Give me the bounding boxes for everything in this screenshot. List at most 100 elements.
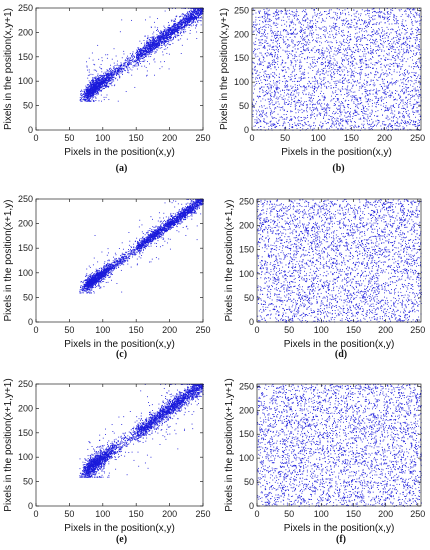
data-point <box>253 106 255 108</box>
data-point <box>98 78 100 80</box>
data-point <box>163 36 165 38</box>
data-point <box>92 87 93 89</box>
data-point <box>394 31 396 33</box>
data-point <box>282 16 284 18</box>
data-point <box>343 19 345 21</box>
data-point <box>173 24 175 26</box>
data-point <box>351 70 353 72</box>
data-point <box>268 54 270 56</box>
data-point <box>303 104 304 106</box>
data-point <box>83 89 85 91</box>
data-point <box>299 109 301 111</box>
data-point <box>138 58 139 60</box>
data-point <box>286 86 288 88</box>
data-point <box>268 14 270 16</box>
data-point <box>308 85 310 87</box>
data-point <box>99 84 101 86</box>
data-point <box>313 89 315 90</box>
data-point <box>278 92 279 94</box>
data-point <box>109 70 111 72</box>
data-point <box>262 47 264 49</box>
data-point <box>150 46 152 48</box>
data-point <box>87 97 89 99</box>
data-point <box>301 51 303 53</box>
data-point <box>308 100 310 102</box>
data-point <box>144 51 146 52</box>
data-point <box>156 28 158 30</box>
data-point <box>317 80 318 82</box>
data-point <box>345 120 347 122</box>
data-point <box>194 8 196 10</box>
data-point <box>282 89 283 91</box>
data-point <box>142 60 144 62</box>
data-point <box>323 83 325 85</box>
data-point <box>173 23 175 25</box>
data-point <box>360 117 361 119</box>
data-point <box>92 95 94 97</box>
data-point <box>144 57 145 59</box>
data-point <box>170 19 172 21</box>
data-point <box>157 42 159 43</box>
data-point <box>181 26 183 28</box>
data-point <box>320 90 322 92</box>
data-point <box>352 84 354 86</box>
data-point <box>182 23 184 25</box>
data-point <box>395 81 397 83</box>
data-point <box>99 83 101 85</box>
data-point <box>181 31 183 33</box>
data-point <box>163 36 165 38</box>
data-point <box>195 11 197 12</box>
data-point <box>134 60 136 62</box>
data-point <box>402 99 404 101</box>
data-point <box>395 125 397 127</box>
data-point <box>91 85 93 87</box>
data-point <box>118 69 120 71</box>
data-point <box>375 92 377 94</box>
data-point <box>183 27 185 29</box>
data-point <box>166 35 167 37</box>
data-point <box>119 72 121 74</box>
data-point <box>100 64 102 65</box>
data-point <box>164 30 166 32</box>
data-point <box>153 44 155 46</box>
data-point <box>272 15 274 17</box>
data-point <box>368 52 370 54</box>
data-point <box>304 15 306 16</box>
data-point <box>368 73 370 75</box>
data-point <box>95 93 97 95</box>
data-point <box>165 40 167 42</box>
data-point <box>100 68 102 69</box>
data-point <box>314 19 316 21</box>
data-point <box>86 92 88 94</box>
data-point <box>348 71 350 73</box>
data-point <box>107 86 109 88</box>
data-point <box>371 31 373 33</box>
data-point <box>297 119 299 121</box>
data-point <box>369 115 371 117</box>
data-point <box>178 22 180 24</box>
data-point <box>336 50 338 52</box>
data-point <box>417 76 419 78</box>
data-point <box>363 123 365 125</box>
data-point <box>144 35 146 37</box>
data-point <box>303 86 305 88</box>
data-point <box>381 27 383 29</box>
data-point <box>87 96 89 98</box>
data-point <box>127 59 129 61</box>
data-point <box>182 13 184 14</box>
data-point <box>262 39 264 41</box>
data-point <box>281 19 283 21</box>
data-point <box>188 24 189 26</box>
data-point <box>140 57 142 59</box>
data-point <box>274 11 276 13</box>
data-point <box>193 8 195 9</box>
data-point <box>295 102 297 104</box>
data-point <box>294 57 295 59</box>
data-point <box>161 66 163 68</box>
data-point <box>127 65 129 67</box>
data-point <box>146 47 148 49</box>
data-point <box>282 30 284 32</box>
data-point <box>165 40 167 41</box>
data-point <box>107 85 108 87</box>
data-point <box>169 27 171 29</box>
